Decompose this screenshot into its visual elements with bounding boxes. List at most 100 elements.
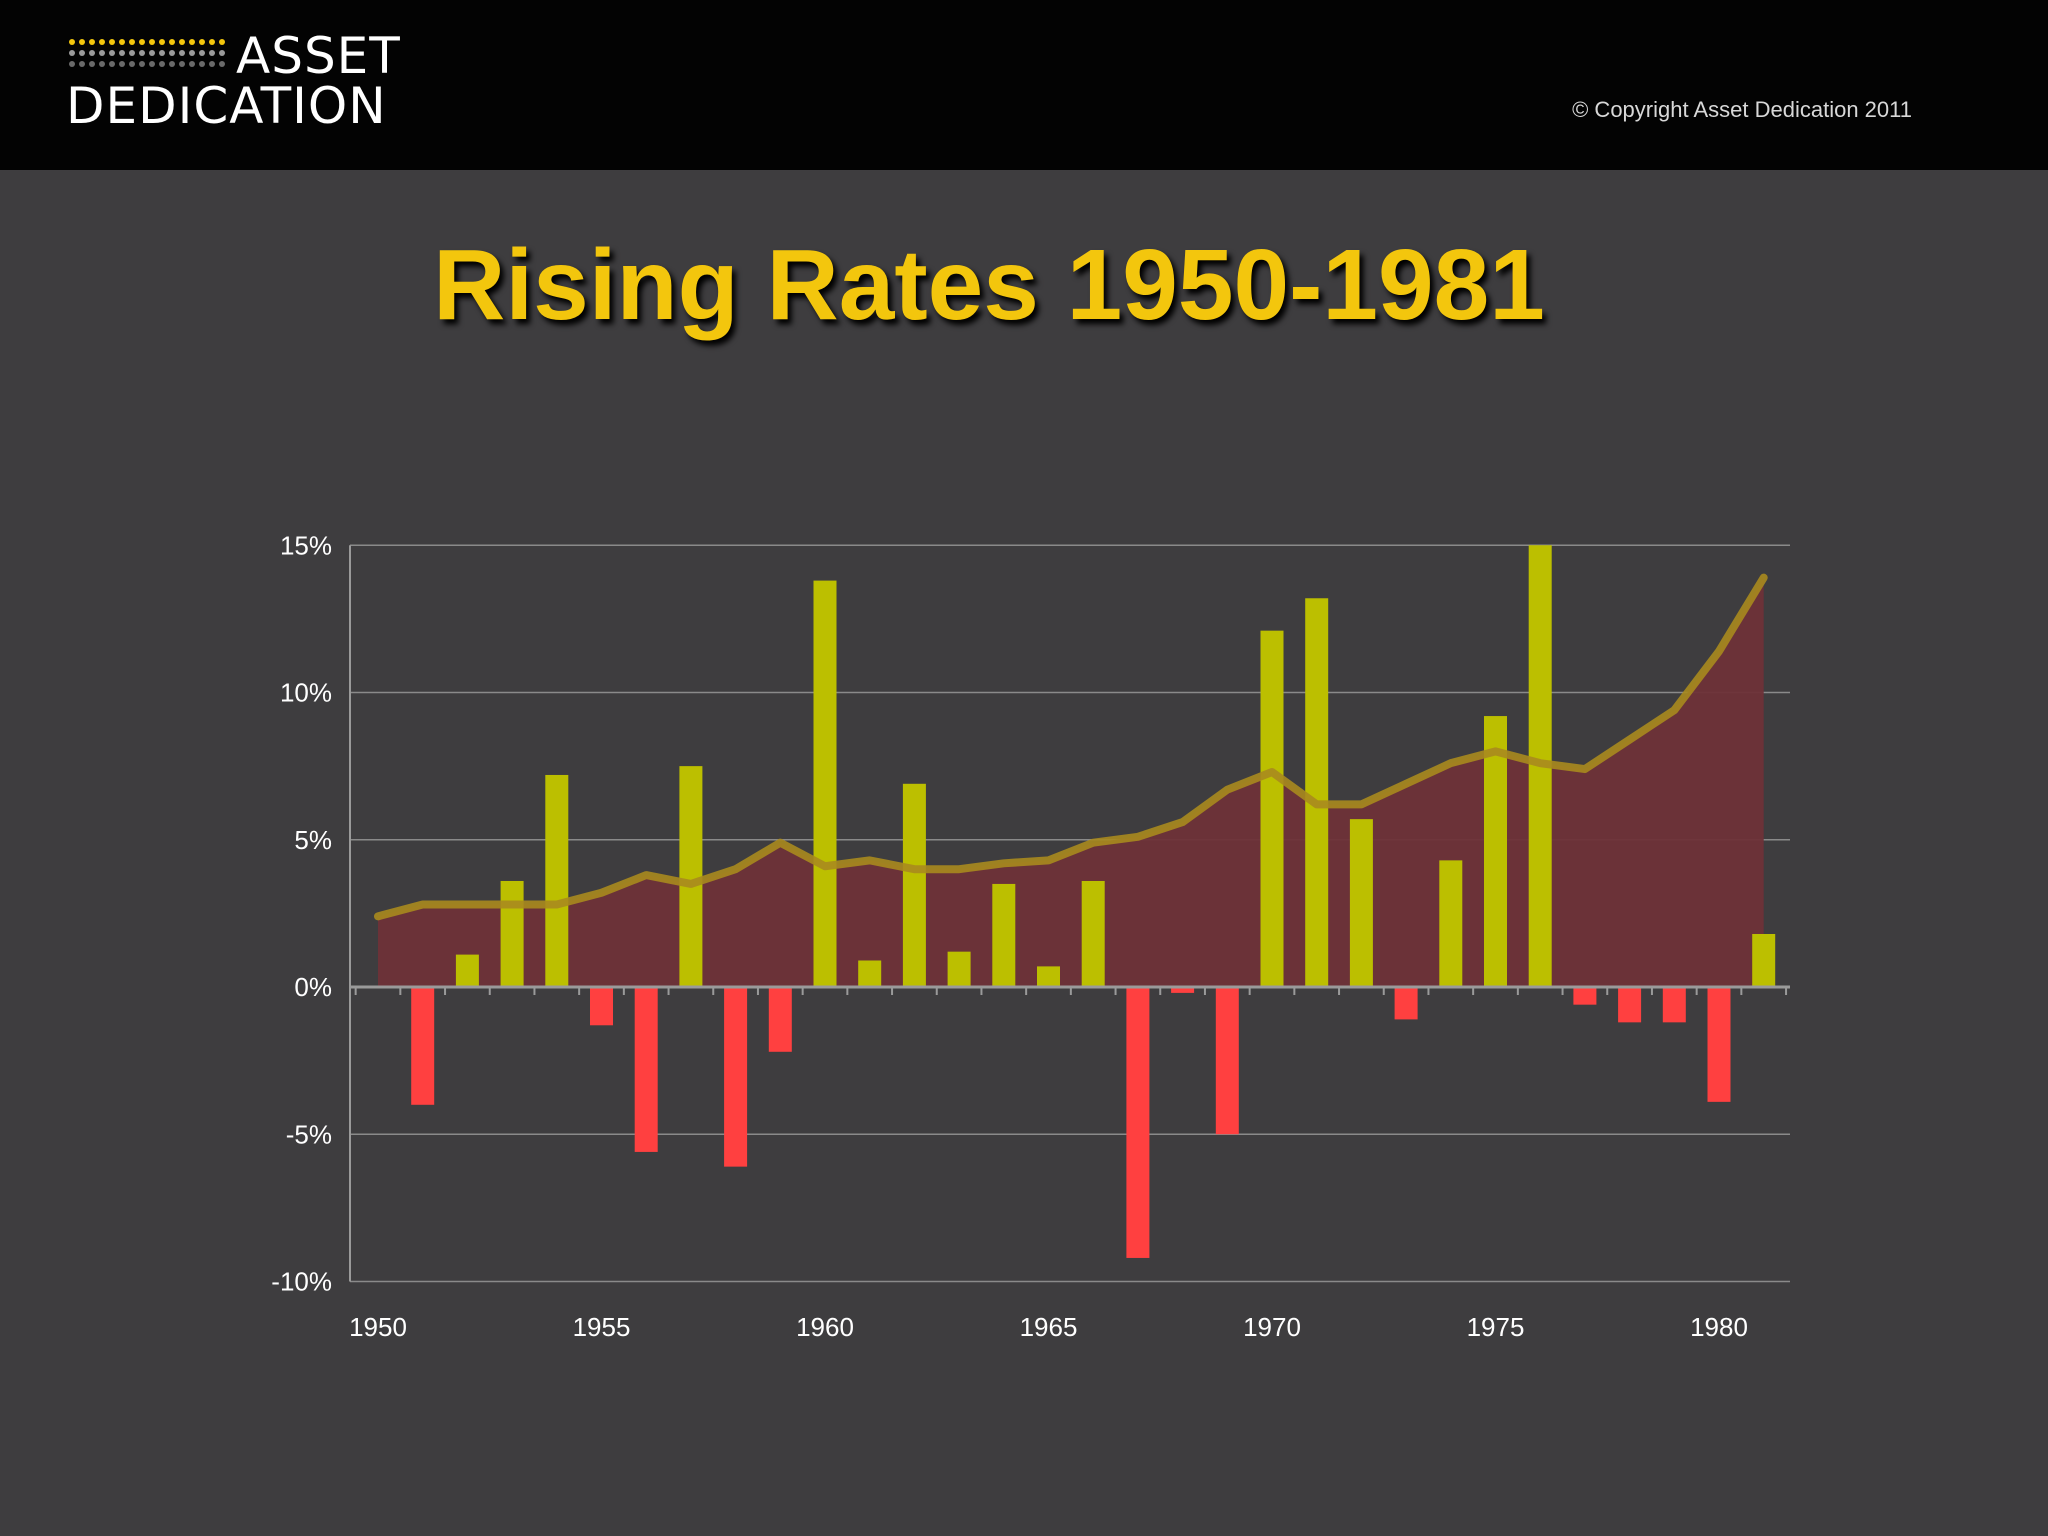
- logo-dot: [89, 61, 95, 67]
- bar: [1662, 987, 1686, 1023]
- bar: [1171, 987, 1195, 993]
- bar: [768, 987, 792, 1052]
- logo-dot: [219, 39, 225, 45]
- bar: [858, 960, 882, 987]
- bar: [500, 880, 524, 987]
- logo-dot: [199, 50, 205, 56]
- logo-dot: [109, 61, 115, 67]
- logo-dot: [149, 61, 155, 67]
- bar: [1349, 819, 1373, 987]
- logo-dot: [159, 50, 165, 56]
- bar: [679, 766, 703, 987]
- logo-dot: [169, 50, 175, 56]
- bar: [1215, 987, 1239, 1135]
- bar: [1394, 987, 1418, 1020]
- bar: [1037, 966, 1060, 987]
- y-tick-label: 5%: [294, 825, 332, 855]
- area-fill: [378, 577, 1764, 987]
- logo-dot: [79, 50, 85, 56]
- bar: [634, 987, 658, 1152]
- bar-series: [411, 545, 1776, 1258]
- bar: [1260, 630, 1284, 987]
- logo-dot: [129, 50, 135, 56]
- bar: [813, 580, 837, 987]
- logo-dot: [179, 50, 185, 56]
- company-logo: ASSET DEDICATION: [66, 30, 426, 135]
- logo-dot: [179, 61, 185, 67]
- logo-dot: [199, 61, 205, 67]
- bar: [947, 951, 971, 987]
- bar: [1707, 987, 1731, 1102]
- bar: [992, 883, 1016, 987]
- logo-dot: [69, 61, 75, 67]
- x-tick-label: 1955: [573, 1312, 631, 1342]
- logo-dot: [119, 39, 125, 45]
- logo-dot: [119, 61, 125, 67]
- y-tick-label: -10%: [271, 1267, 332, 1297]
- bar: [1618, 987, 1642, 1023]
- logo-dot: [179, 39, 185, 45]
- bar: [724, 987, 748, 1167]
- logo-line1: ASSET: [236, 27, 401, 85]
- logo-dot: [109, 39, 115, 45]
- logo-dot: [99, 50, 105, 56]
- logo-dot: [209, 61, 215, 67]
- bar: [590, 987, 613, 1026]
- area-series: [378, 577, 1764, 987]
- logo-dot: [79, 61, 85, 67]
- bar: [455, 954, 479, 987]
- y-tick-label: -5%: [286, 1119, 332, 1149]
- tick-labels: 15% 10% 5% 0% -5% -10% 1950 1955 1960 1965 1970 197…: [271, 530, 1748, 1342]
- logo-dot: [69, 39, 75, 45]
- logo-dot: [189, 39, 195, 45]
- logo-dot: [119, 50, 125, 56]
- logo-line2: DEDICATION: [66, 77, 387, 135]
- bar: [1081, 880, 1105, 987]
- bar: [1752, 933, 1776, 987]
- logo-dot: [159, 39, 165, 45]
- y-tick-label: 0%: [294, 972, 332, 1002]
- chart-title: Rising Rates 1950-1981: [433, 229, 1545, 341]
- logo-dot: [109, 50, 115, 56]
- logo-dot: [139, 61, 145, 67]
- logo-dot: [169, 61, 175, 67]
- logo-dot: [129, 61, 135, 67]
- logo-dot: [159, 61, 165, 67]
- logo-dot: [99, 61, 105, 67]
- logo-dot: [89, 50, 95, 56]
- copyright-text: © Copyright Asset Dedication 2011: [1572, 97, 1912, 122]
- line-series: [374, 573, 1768, 921]
- axes: [349, 545, 1790, 1282]
- bar: [902, 783, 926, 987]
- trend-line: [374, 573, 1768, 921]
- bar: [1484, 716, 1507, 987]
- logo-dot: [99, 39, 105, 45]
- logo-dot: [139, 39, 145, 45]
- logo-dots-icon: [69, 39, 225, 67]
- x-tick-label: 1980: [1690, 1312, 1748, 1342]
- bar: [1305, 598, 1329, 987]
- logo-dot: [219, 50, 225, 56]
- header-bar: ASSET DEDICATION © Copyright Asset Dedic…: [0, 0, 2048, 170]
- bar: [411, 987, 435, 1105]
- bar: [1573, 987, 1597, 1005]
- logo-dot: [189, 61, 195, 67]
- x-tick-label: 1965: [1020, 1312, 1078, 1342]
- bar: [545, 774, 569, 987]
- logo-dot: [189, 50, 195, 56]
- logo-dot: [209, 50, 215, 56]
- logo-dot: [149, 50, 155, 56]
- x-tick-label: 1950: [349, 1312, 407, 1342]
- y-tick-label: 10%: [280, 678, 332, 708]
- logo-dot: [149, 39, 155, 45]
- logo-dot: [169, 39, 175, 45]
- logo-dot: [79, 39, 85, 45]
- x-tick-label: 1975: [1467, 1312, 1525, 1342]
- logo-dot: [199, 39, 205, 45]
- x-tick-label: 1970: [1243, 1312, 1301, 1342]
- logo-dot: [219, 61, 225, 67]
- bar: [1439, 860, 1463, 987]
- logo-dot: [69, 50, 75, 56]
- logo-dot: [139, 50, 145, 56]
